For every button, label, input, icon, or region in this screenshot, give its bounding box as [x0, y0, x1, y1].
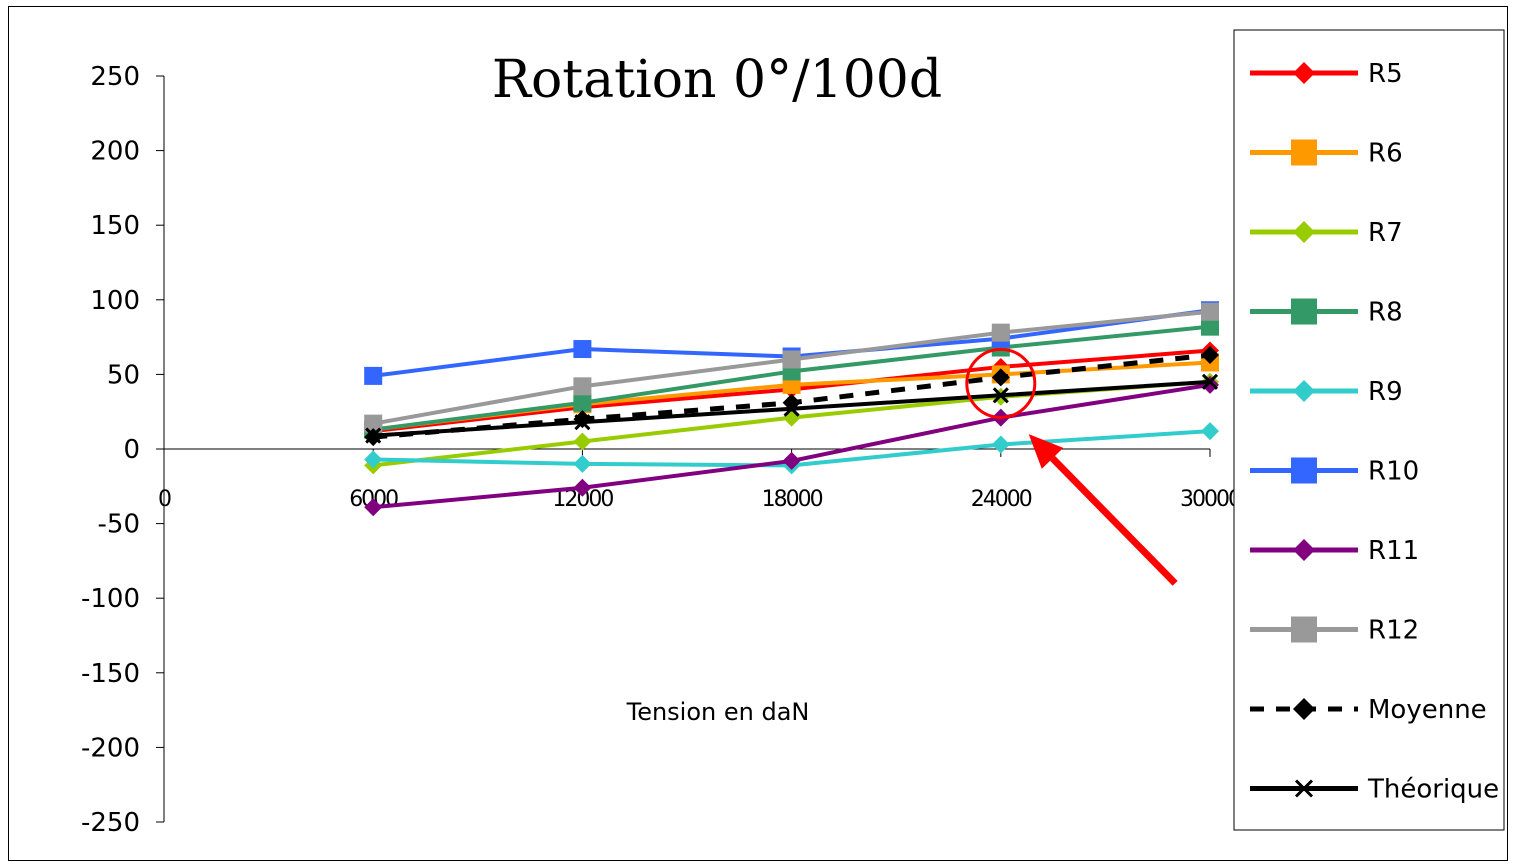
y-tick-label: 50	[107, 360, 140, 390]
data-point	[573, 454, 592, 473]
legend-item-r6: R6	[1250, 139, 1403, 169]
legend-swatch-marker	[1293, 62, 1315, 84]
legend-label: R11	[1368, 536, 1419, 566]
legend-swatch-marker	[1293, 380, 1315, 402]
legend-label: R7	[1368, 218, 1403, 248]
data-point	[1201, 302, 1219, 321]
data-point	[992, 387, 1009, 404]
y-tick-label: -100	[81, 584, 140, 614]
x-tick-label: 30000	[1180, 487, 1241, 512]
data-point	[991, 323, 1010, 342]
legend-swatch-marker	[1291, 139, 1317, 166]
legend-item-r9: R9	[1250, 377, 1403, 407]
x-tick-label: 24000	[971, 487, 1032, 512]
legend-swatch-marker	[1291, 298, 1317, 325]
series-r12	[364, 302, 1219, 433]
legend-item-r10: R10	[1250, 457, 1419, 487]
legend-label: Moyenne	[1368, 695, 1487, 725]
x-tick-label: 0	[158, 487, 171, 512]
legend-swatch-marker	[1293, 221, 1315, 243]
data-point	[364, 366, 383, 385]
legend-box	[1233, 29, 1505, 831]
chart-frame	[8, 6, 1508, 861]
legend-label: Théorique	[1367, 775, 1499, 805]
y-tick-label: -250	[81, 808, 140, 838]
legend-item-r8: R8	[1250, 298, 1403, 328]
y-tick-label: 150	[90, 211, 140, 241]
x-tick-label: 18000	[762, 487, 823, 512]
data-point	[573, 432, 592, 451]
legend-label: R8	[1368, 298, 1403, 328]
annotation-arrow	[1028, 434, 1178, 586]
y-tick-label: 0	[123, 435, 140, 465]
y-tick-label: -50	[98, 510, 140, 540]
data-point	[574, 414, 591, 431]
data-point	[1201, 375, 1219, 394]
y-tick-label: -200	[81, 733, 140, 763]
data-point	[364, 498, 383, 517]
annotation-layer	[965, 347, 1178, 586]
data-point	[1201, 346, 1219, 365]
y-tick-label: 250	[90, 62, 140, 92]
data-point	[1201, 373, 1219, 390]
y-tick-label: -150	[81, 659, 140, 689]
data-point	[1201, 317, 1219, 336]
legend-label: R9	[1368, 377, 1403, 407]
y-tick-label: 200	[90, 137, 140, 167]
legend: R5 R6 R7 R8 R9 R10 R11 R12 Moyenne Théorique	[1233, 29, 1505, 831]
data-point	[573, 377, 592, 396]
data-point	[782, 350, 801, 369]
legend-item-r11: R11	[1250, 536, 1419, 566]
data-point	[573, 340, 592, 359]
legend-swatch-marker	[1291, 457, 1317, 484]
legend-item-r7: R7	[1250, 218, 1403, 248]
x-axis-label: Tension en daN	[626, 698, 810, 726]
legend-swatch-marker	[1291, 616, 1317, 643]
legend-label: R10	[1368, 457, 1419, 487]
legend-item-r12: R12	[1250, 616, 1419, 646]
series-layer	[364, 301, 1219, 517]
legend-item-moyenne: Moyenne	[1250, 695, 1487, 725]
data-point	[991, 368, 1010, 387]
legend-label: R12	[1368, 616, 1419, 646]
legend-swatch-marker	[1293, 698, 1315, 720]
data-point	[365, 427, 382, 444]
data-point	[782, 451, 801, 470]
highlight-circle	[965, 347, 1037, 419]
legend-item-r5: R5	[1250, 59, 1403, 89]
data-point	[573, 393, 592, 412]
data-point	[991, 435, 1010, 454]
series-r11	[364, 375, 1219, 517]
data-point	[1201, 422, 1219, 441]
data-point	[573, 478, 592, 497]
legend-label: R5	[1368, 59, 1403, 89]
legend-label: R6	[1368, 139, 1403, 169]
legend-swatch-marker	[1293, 539, 1315, 561]
data-point	[783, 400, 800, 417]
y-tick-label: 100	[90, 286, 140, 316]
chart-title: Rotation 0°/100d	[492, 50, 942, 110]
series-théorique	[365, 373, 1219, 444]
data-point	[364, 450, 383, 469]
legend-swatch-marker	[1294, 779, 1314, 798]
legend-item-théorique: Théorique	[1250, 775, 1499, 805]
y-axis: 250 200 150 100 50 0 -50 -100 -150 -200 -250	[81, 62, 165, 838]
data-point	[364, 414, 383, 433]
